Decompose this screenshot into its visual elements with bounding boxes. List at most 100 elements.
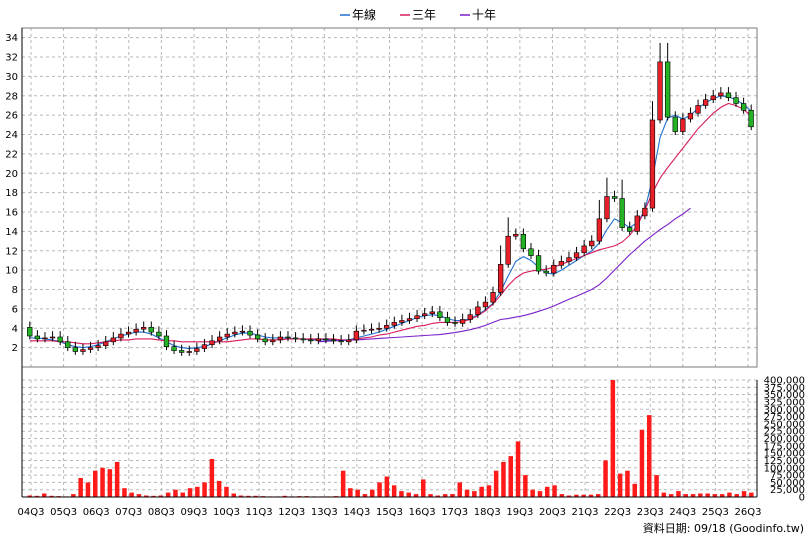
candle-body — [270, 339, 276, 343]
candle-body — [406, 318, 413, 321]
candle-body — [437, 311, 443, 318]
volume-bar — [515, 441, 521, 497]
volume-bar — [588, 494, 594, 497]
volume-bar — [122, 488, 127, 497]
price-tick-label: 16 — [5, 208, 18, 219]
x-tick-label: 07Q3 — [115, 507, 142, 518]
candle-body — [718, 92, 724, 97]
volume-bar — [596, 494, 601, 497]
volume-bar — [749, 492, 754, 497]
volume-bar — [639, 429, 645, 497]
candle-body — [513, 234, 519, 237]
volume-bar — [399, 491, 404, 497]
volume-bar — [625, 470, 630, 497]
volume-bar — [391, 485, 397, 497]
candle-body — [323, 338, 329, 341]
volume-tick-label: 175,000 — [764, 441, 805, 452]
volume-tick-label: 125,000 — [764, 456, 805, 467]
volume-bar — [442, 494, 448, 497]
x-tick-label: 25Q3 — [702, 507, 729, 518]
volume-bar — [537, 491, 543, 497]
volume-bar — [340, 470, 346, 497]
x-tick-label: 15Q3 — [376, 507, 403, 518]
candle-body — [467, 314, 473, 320]
x-tick-label: 14Q3 — [343, 507, 370, 518]
volume-bar — [187, 488, 193, 497]
volume-bar — [173, 489, 178, 497]
volume-bar — [712, 494, 718, 497]
candle-body — [179, 350, 185, 353]
volume-bar — [413, 494, 419, 497]
price-tick-label: 10 — [5, 266, 18, 277]
volume-bar — [523, 475, 528, 497]
candlesticks — [27, 43, 754, 356]
volume-bar — [741, 491, 747, 497]
volume-bar — [144, 495, 149, 497]
candle-body — [657, 61, 663, 121]
price-grid — [22, 28, 757, 367]
volume-bar — [647, 415, 652, 497]
candle-body — [376, 327, 382, 330]
volume-tick-label: 0 — [799, 493, 805, 504]
volume-bar — [559, 494, 565, 497]
volume-bar — [231, 493, 236, 497]
volume-bars — [27, 380, 754, 498]
legend-entry: 十年 — [472, 8, 496, 22]
volume-bar — [136, 494, 142, 497]
volume-grid — [22, 379, 757, 498]
price-tick-label: 22 — [5, 149, 18, 160]
x-tick-label: 12Q3 — [278, 507, 305, 518]
volume-bar — [676, 491, 681, 497]
volume-bar — [42, 493, 47, 497]
candle-body — [65, 341, 71, 348]
candle-body — [209, 340, 215, 345]
candle-body — [490, 292, 496, 303]
price-tick-label: 20 — [5, 169, 18, 180]
volume-bar — [100, 467, 105, 498]
volume-tick-label: 200,000 — [764, 434, 805, 445]
candle-body — [292, 337, 299, 340]
candle-body — [87, 347, 94, 350]
volume-bar — [282, 495, 287, 497]
volume-tick-label: 75,000 — [770, 471, 805, 482]
candle-body — [429, 311, 435, 314]
candle-body — [558, 261, 564, 266]
candle-body — [459, 319, 466, 324]
candle-body — [163, 335, 170, 347]
candle-body — [338, 340, 344, 343]
candle-body — [497, 263, 504, 293]
volume-bar — [253, 495, 258, 497]
candle-body — [482, 301, 489, 308]
volume-bar — [202, 482, 207, 497]
volume-bar — [479, 486, 484, 497]
x-tick-label: 24Q3 — [669, 507, 696, 518]
candle-body — [702, 99, 709, 106]
volume-bar — [406, 492, 411, 497]
volume-bar — [610, 380, 616, 497]
volume-bar — [129, 492, 134, 497]
candle-body — [141, 326, 147, 330]
price-tick-label: 8 — [12, 285, 18, 296]
price-tick-label: 6 — [12, 304, 18, 315]
candle-body — [186, 351, 192, 353]
price-tick-label: 34 — [5, 33, 18, 44]
volume-bar — [705, 493, 710, 497]
volume-bar — [93, 470, 98, 497]
candle-body — [604, 196, 610, 220]
volume-bar — [114, 461, 120, 497]
volume-tick-label: 275,000 — [764, 412, 805, 423]
candle-body — [239, 330, 246, 333]
candle-body — [361, 329, 367, 332]
volume-bar — [690, 494, 696, 497]
candle-body — [414, 315, 420, 319]
volume-tick-label: 25,000 — [770, 485, 805, 496]
volume-bar — [668, 494, 674, 497]
candle-body — [285, 336, 291, 339]
volume-bar — [566, 495, 572, 497]
candle-body — [255, 334, 261, 340]
volume-bar — [632, 483, 637, 497]
price-tick-label: 2 — [12, 343, 18, 354]
volume-bar — [78, 478, 83, 497]
candle-body — [217, 336, 223, 342]
